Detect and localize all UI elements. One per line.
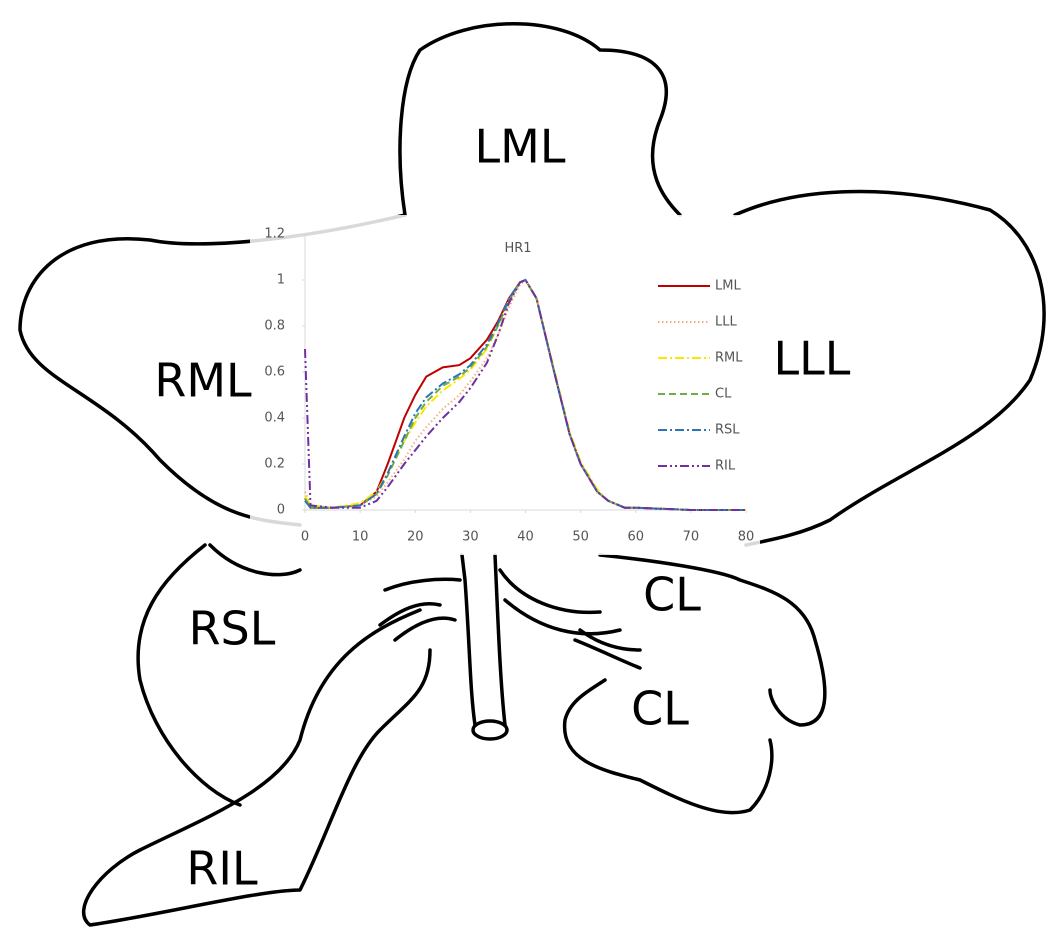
series-line: [304, 278, 746, 511]
y-tick-label: 0.8: [264, 319, 285, 334]
x-tick-label: 70: [683, 530, 700, 545]
lobe-label: RML: [154, 354, 252, 408]
x-tick-label: 50: [572, 530, 589, 545]
chart-background: [250, 215, 760, 555]
chart: 0 0.2 0.4 0.6 0.8 1 1.2 0 10 20 30 40 50 60 70 80 LML LLL…: [264, 227, 754, 545]
x-tick-label: 60: [627, 530, 644, 545]
y-tick-label: 1.2: [264, 227, 285, 242]
lobe-label: CL: [643, 568, 701, 622]
x-tick-label: 30: [462, 530, 479, 545]
x-tick-label: 10: [352, 530, 369, 545]
lobe-label: RIL: [186, 842, 258, 896]
legend-label: RSL: [715, 423, 740, 438]
y-tick-label: 0.6: [264, 365, 285, 380]
x-tick-label: 80: [738, 530, 755, 545]
legend-label: CL: [715, 387, 732, 402]
legend-label: RIL: [715, 459, 736, 474]
legend-label: LML: [715, 279, 741, 294]
y-tick-label: 0: [277, 503, 285, 518]
lung-outline: [18, 22, 1046, 927]
lobe-label: LML: [475, 120, 566, 174]
y-tick-label: 0.2: [264, 457, 285, 472]
y-tick-label: 1: [277, 273, 285, 288]
lobe-label: LLL: [774, 332, 851, 386]
legend-label: RML: [715, 351, 743, 366]
y-tick-label: 0.4: [264, 411, 285, 426]
chart-title: HR1: [504, 241, 531, 256]
x-tick-label: 20: [407, 530, 424, 545]
lobe-label: CL: [631, 682, 689, 736]
legend-label: LLL: [715, 315, 737, 330]
x-tick-label: 0: [301, 530, 309, 545]
lobe-label: RSL: [189, 602, 276, 656]
x-tick-label: 40: [517, 530, 534, 545]
series-line: [304, 278, 746, 511]
